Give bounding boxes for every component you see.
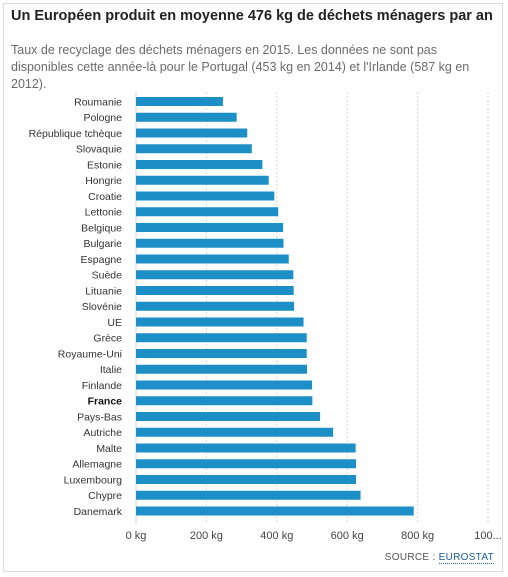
category-labels: Roumanie Pologne République tchèque Slovaqu… — [29, 96, 123, 518]
bar[interactable] — [136, 333, 307, 343]
bar[interactable] — [136, 427, 334, 437]
bar[interactable] — [136, 443, 356, 453]
bar[interactable] — [136, 128, 248, 138]
chart-title: Un Européen produit en moyenne 476 kg de… — [11, 8, 493, 24]
category-label: UE — [107, 317, 122, 329]
x-tick-label: 200 kg — [190, 530, 223, 542]
chart-subtitle: Taux de recyclage des déchets ménagers e… — [11, 43, 470, 91]
category-label: Slovénie — [82, 301, 122, 313]
category-label: Belgique — [81, 222, 122, 234]
source-note: SOURCE : EUROSTAT — [384, 552, 494, 564]
category-label: Malte — [96, 443, 122, 455]
category-label: Lettonie — [85, 207, 123, 219]
category-label: Danemark — [74, 506, 123, 518]
category-label: République tchèque — [29, 128, 123, 140]
category-label: Autriche — [83, 427, 122, 439]
bar[interactable] — [136, 270, 294, 280]
bar[interactable] — [136, 191, 275, 201]
category-label: Roumanie — [74, 96, 122, 108]
bar[interactable] — [136, 112, 237, 122]
category-label: Italie — [100, 364, 122, 376]
x-axis-ticks: 0 kg 200 kg 400 kg 600 kg 800 kg 100... — [126, 530, 502, 542]
bar[interactable] — [136, 475, 356, 484]
bar[interactable] — [136, 380, 312, 390]
bar[interactable] — [136, 490, 361, 500]
bar[interactable] — [136, 254, 289, 264]
bar[interactable] — [136, 207, 279, 217]
category-label: France — [88, 396, 123, 408]
x-tick-label: 100... — [474, 530, 502, 542]
bar[interactable] — [136, 286, 294, 295]
category-label: Luxembourg — [64, 474, 123, 486]
bar[interactable] — [136, 160, 263, 169]
category-label: Allemagne — [72, 459, 122, 471]
bar[interactable] — [136, 223, 284, 232]
bar[interactable] — [136, 238, 284, 248]
category-label: Pays-Bas — [77, 411, 122, 423]
x-tick-label: 0 kg — [126, 530, 147, 542]
source-link[interactable]: EUROSTAT — [438, 552, 494, 564]
bars — [136, 97, 414, 516]
category-label: Finlande — [82, 380, 122, 392]
x-tick-label: 400 kg — [260, 530, 293, 542]
category-label: Hongrie — [85, 175, 122, 187]
category-label: Slovaquie — [76, 144, 122, 156]
bar[interactable] — [136, 144, 252, 154]
bar[interactable] — [136, 97, 223, 106]
bar[interactable] — [136, 412, 321, 421]
category-label: Grèce — [93, 333, 122, 345]
category-label: Lituanie — [85, 285, 122, 297]
source-prefix: SOURCE : — [384, 552, 439, 563]
bar[interactable] — [136, 506, 414, 516]
bar[interactable] — [136, 459, 356, 469]
x-tick-label: 800 kg — [401, 530, 434, 542]
bar[interactable] — [136, 317, 304, 327]
category-label: Bulgarie — [83, 238, 122, 250]
bar[interactable] — [136, 301, 295, 311]
bar[interactable] — [136, 175, 269, 185]
category-label: Chypre — [88, 490, 122, 502]
category-label: Espagne — [81, 254, 123, 266]
category-label: Pologne — [83, 112, 122, 124]
bar[interactable] — [136, 396, 313, 406]
category-label: Suède — [92, 270, 123, 282]
category-label: Estonie — [87, 159, 122, 171]
bar[interactable] — [136, 349, 307, 358]
category-label: Royaume-Uni — [58, 348, 122, 360]
category-label: Croatie — [88, 191, 122, 203]
x-tick-label: 600 kg — [331, 530, 364, 542]
bar[interactable] — [136, 364, 308, 374]
